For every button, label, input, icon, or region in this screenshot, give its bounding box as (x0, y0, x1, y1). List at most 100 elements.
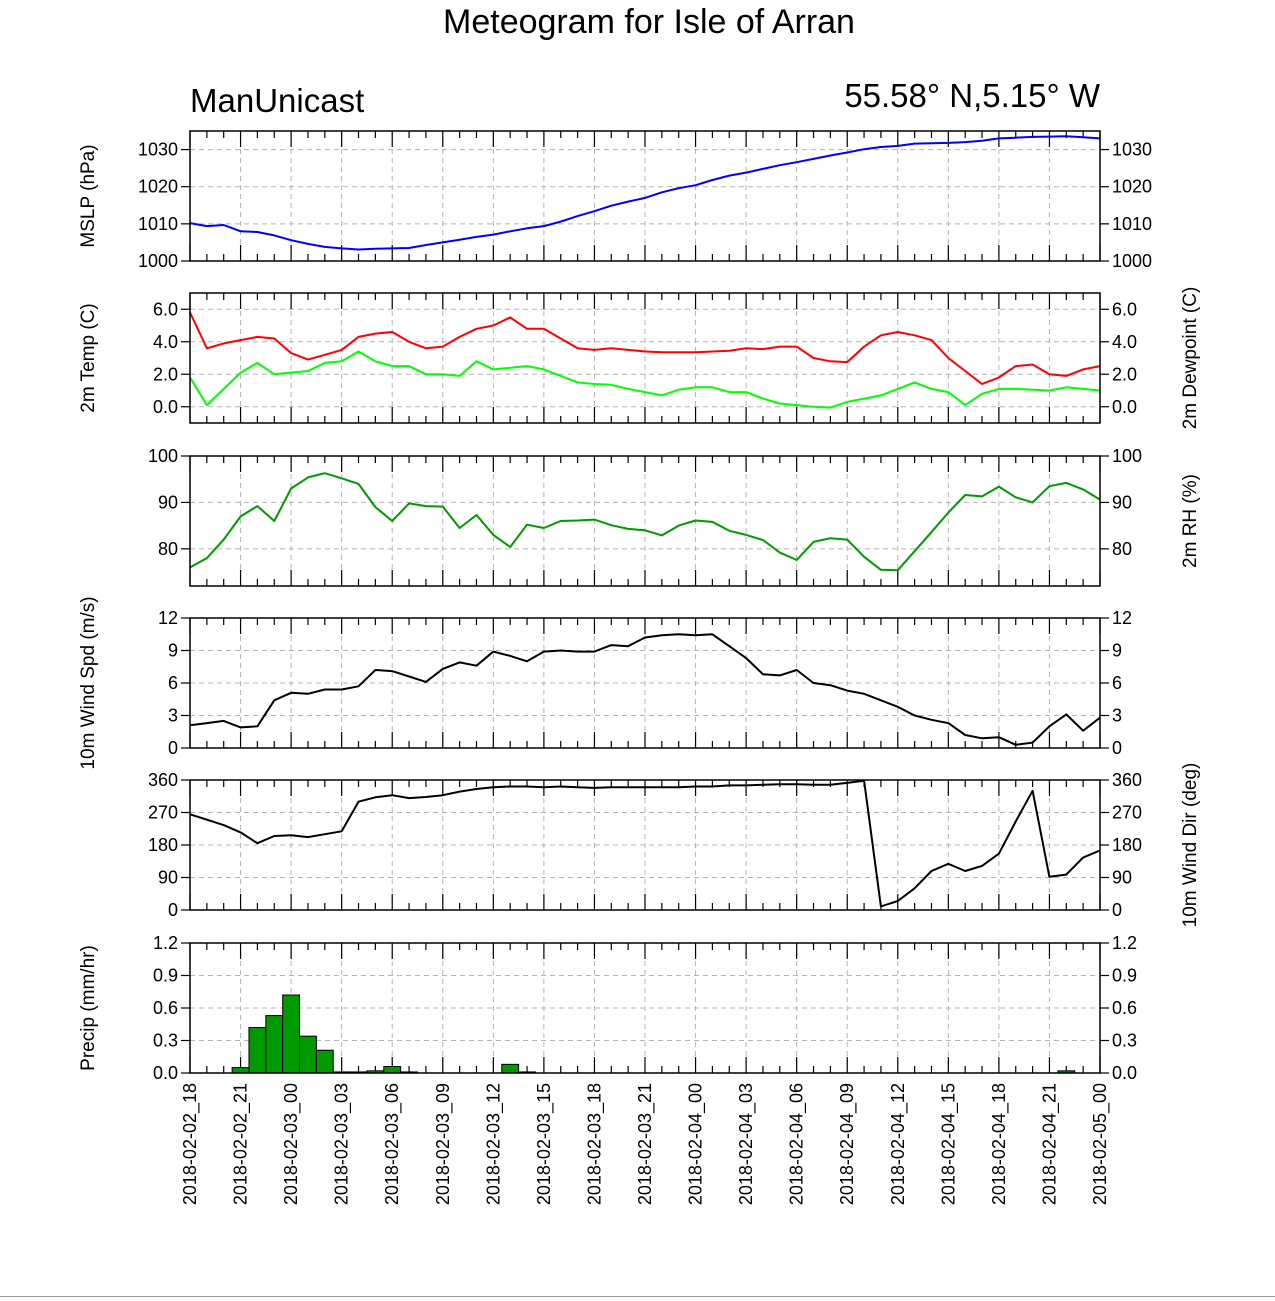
panel-temp-ytick-label-right: 6.0 (1112, 299, 1137, 319)
panel-wspd-ytick-label-left: 3 (168, 706, 178, 726)
x-tick-label: 2018-02-04_18 (989, 1083, 1010, 1205)
series-wspd-wind-line (189, 633, 1101, 746)
panel-temp-frame (189, 292, 1101, 424)
x-tick-label: 2018-02-04_09 (837, 1083, 858, 1205)
x-tick-label: 2018-02-04_00 (686, 1083, 707, 1205)
panel-wdir-ytick-label-left: 180 (148, 835, 178, 855)
x-tick-label: 2018-02-03_06 (382, 1083, 403, 1205)
x-tick-label: 2018-02-03_03 (332, 1083, 353, 1205)
panel-rh: 80 80 90 90 100 100 2m RH (%) (148, 446, 1201, 587)
panel-temp-ytick-label-right: 4.0 (1112, 332, 1137, 352)
x-tick-label: 2018-02-02_18 (180, 1083, 201, 1205)
panel-wdir: 0 0 90 90 180 180 270 270 360 360 10m Wind Dir (de… (148, 763, 1201, 928)
panel-rh-ytick-label-right: 80 (1112, 539, 1132, 559)
x-tick-label: 2018-02-04_03 (736, 1083, 757, 1205)
precip-bar (282, 994, 301, 1074)
precip-bar (248, 1027, 267, 1074)
panel-wspd-ytick-label-right: 0 (1112, 738, 1122, 758)
panel-wdir-ytick-label-left: 90 (158, 868, 178, 888)
panel-wdir-frame (189, 779, 1101, 911)
x-tick-label: 2018-02-04_06 (787, 1083, 808, 1205)
x-tick-label: 2018-02-03_21 (635, 1083, 656, 1205)
panel-mslp-ytick-label-right: 1010 (1112, 214, 1152, 234)
x-tick-label: 2018-02-03_09 (433, 1083, 454, 1205)
chart-title: Meteogram for Isle of Arran (443, 3, 855, 41)
panel-wdir-ytick-label-right: 360 (1112, 770, 1142, 790)
precip-bar (315, 1049, 334, 1074)
panel-precip-frame (189, 942, 1101, 1074)
panel-wspd-ytick-label-right: 3 (1112, 706, 1122, 726)
panel-temp-ylabel-right: 2m Dewpoint (C) (1180, 287, 1201, 430)
panel-mslp-ylabel-left: MSLP (hPa) (78, 144, 99, 247)
panel-wdir-ylabel-right: 10m Wind Dir (deg) (1180, 763, 1201, 928)
panel-mslp-ytick-label-right: 1000 (1112, 251, 1152, 271)
panel-wspd-ytick-label-left: 12 (158, 608, 178, 628)
panel-wspd: 0 0 3 3 6 6 9 9 12 12 10m Wind Spd (m/s) (78, 596, 1132, 769)
panel-rh-frame (189, 455, 1101, 587)
precip-bar (231, 1067, 250, 1074)
panel-temp-ytick-label-left: 4.0 (153, 332, 178, 352)
x-tick-label: 2018-02-05_00 (1090, 1083, 1111, 1205)
panel-precip-ytick-label-right: 1.2 (1112, 933, 1137, 953)
x-tick-label: 2018-02-04_12 (888, 1083, 909, 1205)
series-temp-dewpoint-line (189, 350, 1101, 409)
panel-temp-ytick-label-left: 0.0 (153, 397, 178, 417)
x-axis: 2018-02-02_18 2018-02-02_21 2018-02-03_00 2… (180, 1083, 1111, 1205)
panel-mslp-ytick-label-left: 1000 (138, 251, 178, 271)
panel-mslp-ytick-label-right: 1020 (1112, 177, 1152, 197)
precip-bar (299, 1035, 317, 1074)
panel-wdir-ytick-label-left: 270 (148, 803, 178, 823)
panel-rh-ytick-label-left: 100 (148, 446, 178, 466)
series-mslp-mslp-line (189, 135, 1101, 251)
panel-wdir-ytick-label-left: 0 (168, 900, 178, 920)
panel-temp-ytick-label-right: 2.0 (1112, 364, 1137, 384)
precip-bar (265, 1015, 284, 1074)
panel-precip-ytick-label-left: 0.0 (153, 1063, 178, 1083)
panel-mslp-ytick-label-left: 1020 (138, 177, 178, 197)
panel-wspd-ytick-label-left: 0 (168, 738, 178, 758)
x-tick-label: 2018-02-02_21 (231, 1083, 252, 1205)
x-tick-label: 2018-02-03_18 (584, 1083, 605, 1205)
panel-mslp-frame (189, 130, 1101, 262)
panel-mslp-ytick-label-right: 1030 (1112, 140, 1152, 160)
panel-wspd-ytick-label-left: 9 (168, 641, 178, 661)
panel-wspd-ytick-label-right: 6 (1112, 673, 1122, 693)
panel-temp-ytick-label-left: 6.0 (153, 299, 178, 319)
panel-temp: 0.0 0.0 2.0 2.0 4.0 4.0 6.0 6.0 2m Temp (C) 2m De… (78, 287, 1201, 430)
panel-precip-ytick-label-right: 0.6 (1112, 998, 1137, 1018)
series-wdir-wind-line (189, 779, 1101, 908)
panel-rh-ytick-label-left: 80 (158, 539, 178, 559)
panel-mslp-ytick-label-left: 1030 (138, 140, 178, 160)
precip-bar (501, 1063, 520, 1074)
panel-wspd-ytick-label-right: 9 (1112, 641, 1122, 661)
x-tick-label: 2018-02-04_21 (1039, 1083, 1060, 1205)
panel-mslp-ytick-label-left: 1010 (138, 214, 178, 234)
panel-precip-ytick-label-right: 0.0 (1112, 1063, 1137, 1083)
panel-rh-ytick-label-right: 100 (1112, 446, 1142, 466)
panel-temp-ytick-label-left: 2.0 (153, 364, 178, 384)
panel-wspd-frame (189, 617, 1101, 749)
panel-precip-ytick-label-left: 1.2 (153, 933, 178, 953)
panel-precip-ylabel-left: Precip (mm/hr) (78, 945, 99, 1071)
model-name: ManUnicast (190, 82, 364, 119)
panel-wspd-ytick-label-right: 12 (1112, 608, 1132, 628)
panel-precip-ytick-label-left: 0.9 (153, 966, 178, 986)
panel-precip-ytick-label-left: 0.3 (153, 1031, 178, 1051)
panel-temp-ylabel-left: 2m Temp (C) (78, 303, 99, 412)
series-temp-temp-line (189, 312, 1101, 385)
x-tick-label: 2018-02-04_15 (938, 1083, 959, 1205)
panel-precip-ytick-label-left: 0.6 (153, 998, 178, 1018)
panel-wdir-ytick-label-left: 360 (148, 770, 178, 790)
panel-precip-ytick-label-right: 0.3 (1112, 1031, 1137, 1051)
panel-wspd-ylabel-left: 10m Wind Spd (m/s) (78, 596, 99, 769)
panel-rh-ylabel-right: 2m RH (%) (1180, 474, 1201, 568)
x-tick-label: 2018-02-03_15 (534, 1083, 555, 1205)
bottom-divider (0, 1296, 1275, 1297)
location-coordinates: 55.58° N,5.15° W (844, 77, 1101, 114)
panel-mslp: 1000 1000 1010 1010 1020 1020 1030 1030 MSLP (hP… (78, 130, 1152, 271)
panel-wdir-ytick-label-right: 180 (1112, 835, 1142, 855)
panel-wdir-ytick-label-right: 90 (1112, 868, 1132, 888)
series-rh-rh-line (189, 472, 1101, 572)
